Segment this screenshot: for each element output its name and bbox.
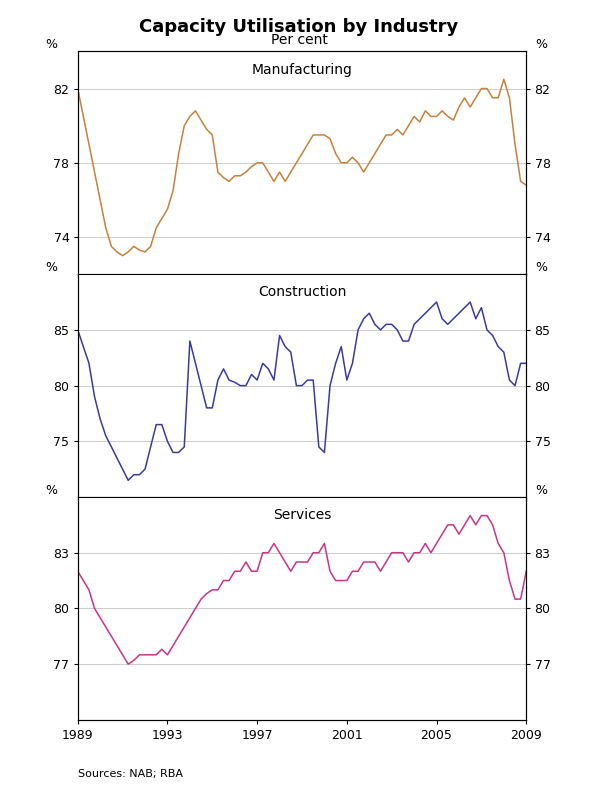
Text: Manufacturing: Manufacturing <box>252 62 352 77</box>
Text: %: % <box>45 484 57 497</box>
Text: Per cent: Per cent <box>270 33 328 47</box>
Text: %: % <box>535 484 547 497</box>
Text: Sources: NAB; RBA: Sources: NAB; RBA <box>78 769 183 779</box>
Text: %: % <box>45 261 57 274</box>
Text: %: % <box>535 39 547 51</box>
Text: Capacity Utilisation by Industry: Capacity Utilisation by Industry <box>139 18 459 36</box>
Text: Construction: Construction <box>258 286 346 299</box>
Text: Services: Services <box>273 508 331 522</box>
Text: %: % <box>45 39 57 51</box>
Text: %: % <box>535 261 547 274</box>
